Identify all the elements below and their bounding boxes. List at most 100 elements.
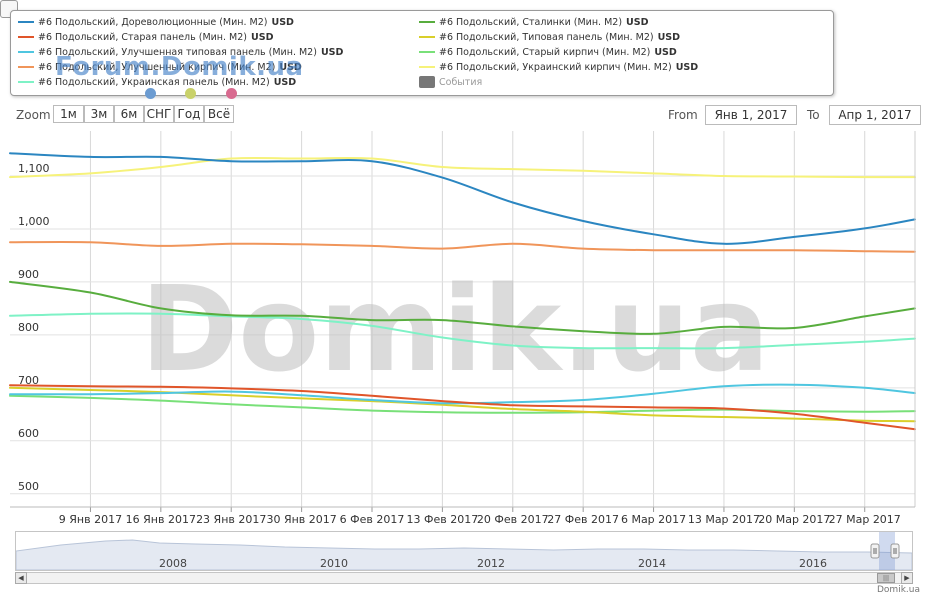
forum-watermark: Forum.Domik.ua [55, 52, 304, 82]
from-date-input[interactable]: Янв 1, 2017 [705, 105, 797, 125]
x-tick-label: 16 Янв 2017 [126, 513, 196, 526]
legend-item[interactable]: #6 Подольский, Украинский кирпич (Мин. М… [419, 60, 698, 74]
legend-unit: USD [251, 31, 274, 43]
x-tick-label: 9 Янв 2017 [59, 513, 122, 526]
x-tick-label: 13 Фев 2017 [407, 513, 479, 526]
x-tick-label: 20 Фев 2017 [477, 513, 549, 526]
scroll-left-arrow[interactable]: ◀ [15, 572, 27, 584]
navigator-area: 2008 2010 2012 2014 2016 [15, 532, 913, 571]
zoom-button[interactable]: 1м [53, 105, 84, 123]
legend-item-events[interactable]: События [419, 75, 482, 89]
navigator-series [15, 539, 913, 571]
legend-item[interactable]: #6 Подольский, Старая панель (Мин. М2) US… [18, 30, 273, 44]
y-tick-label: 1,000 [18, 215, 50, 228]
navigator-year-label: 2012 [477, 557, 505, 570]
watermark-dot-pink [226, 88, 237, 99]
legend-swatch [18, 66, 34, 68]
y-axis-ticks: 500 600 700 800 900 1,000 1,100 [18, 162, 50, 493]
scrollbar-thumb[interactable]: ||| [877, 573, 895, 583]
legend-item[interactable]: #6 Подольский, Типовая панель (Мин. М2) U… [419, 30, 680, 44]
navigator-handles[interactable] [870, 543, 900, 559]
y-tick-label: 500 [18, 480, 39, 493]
x-tick-label: 20 Мар 2017 [758, 513, 830, 526]
x-tick-label: 27 Фев 2017 [547, 513, 619, 526]
legend-swatch [18, 81, 34, 83]
legend-unit: USD [657, 31, 681, 43]
legend-swatch [18, 21, 34, 23]
zoom-button[interactable]: Всё [204, 105, 234, 123]
legend-item[interactable]: #6 Подольский, Украинская панель (Мин. М… [18, 75, 296, 89]
legend-item[interactable]: #6 Подольский, Старый кирпич (Мин. М2) US… [419, 45, 677, 59]
legend-label: #6 Подольский, Украинская панель (Мин. М… [38, 76, 270, 88]
legend-label: #6 Подольский, Сталинки (Мин. М2) [439, 16, 623, 28]
legend-item[interactable]: #6 Подольский, Дореволюционные (Мин. М2)… [18, 15, 294, 29]
series-line[interactable] [9, 280, 916, 335]
navigator-year-label: 2008 [159, 557, 187, 570]
legend-unit: USD [320, 46, 344, 58]
legend-label: #6 Подольский, Старая панель (Мин. М2) [38, 31, 248, 43]
chart-grid [10, 131, 915, 507]
legend-swatch [419, 66, 435, 68]
zoom-button[interactable]: 3м [84, 105, 114, 123]
x-tick-label: 27 Мар 2017 [829, 513, 901, 526]
y-tick-label: 600 [18, 427, 39, 440]
series-line[interactable] [9, 152, 916, 245]
watermark-dot-blue [145, 88, 156, 99]
x-tick-label: 6 Мар 2017 [621, 513, 686, 526]
x-tick-label: 13 Мар 2017 [688, 513, 760, 526]
legend-swatch [419, 36, 435, 38]
watermark-dot-yellow [185, 88, 196, 99]
legend-label: #6 Подольский, Украинский кирпич (Мин. М… [439, 61, 672, 73]
x-axis-ticks: 9 Янв 2017 16 Янв 2017 23 Янв 2017 30 Янв 2… [59, 507, 901, 526]
legend-swatch [18, 36, 34, 38]
navigator-frame[interactable] [15, 531, 913, 571]
y-tick-label: 900 [18, 268, 39, 281]
legend-label: #6 Подольский, Улучшенная типовая панель… [38, 46, 317, 58]
legend-label: #6 Подольский, Типовая панель (Мин. М2) [439, 31, 654, 43]
series-line[interactable] [9, 240, 916, 253]
to-date-input[interactable]: Апр 1, 2017 [829, 105, 921, 125]
legend-unit: USD [626, 16, 649, 28]
x-tick-label: 6 Фев 2017 [340, 513, 405, 526]
legend-unit: USD [675, 61, 699, 73]
series-lines [9, 152, 916, 431]
zoom-label: Zoom [16, 108, 51, 122]
navigator-selected-range [879, 532, 895, 570]
y-tick-label: 700 [18, 374, 39, 387]
series-line[interactable] [9, 312, 916, 350]
zoom-button[interactable]: СНГ [144, 105, 174, 123]
legend-label: События [439, 76, 483, 88]
to-label: To [807, 108, 820, 122]
series-line[interactable] [9, 394, 916, 414]
legend-label: #6 Подольский, Дореволюционные (Мин. М2) [38, 16, 268, 28]
big-watermark: Domik.ua [140, 260, 769, 398]
legend-label: #6 Подольский, Улучшенный кирпич (Мин. М… [38, 61, 276, 73]
scroll-right-arrow[interactable]: ▶ [901, 572, 913, 584]
legend-item[interactable]: #6 Подольский, Улучшенная типовая панель… [18, 45, 343, 59]
navigator-scrollbar[interactable] [15, 572, 913, 584]
legend-item[interactable]: #6 Подольский, Улучшенный кирпич (Мин. М… [18, 60, 302, 74]
legend-unit: USD [654, 46, 677, 58]
legend-unit: USD [273, 76, 297, 88]
x-tick-label: 30 Янв 2017 [266, 513, 336, 526]
navigator-year-label: 2010 [320, 557, 348, 570]
series-line[interactable] [9, 156, 916, 179]
from-label: From [668, 108, 698, 122]
x-tick-label: 23 Янв 2017 [196, 513, 266, 526]
legend-label: #6 Подольский, Старый кирпич (Мин. М2) [439, 46, 651, 58]
legend-swatch [18, 51, 34, 53]
legend-unit: USD [279, 61, 302, 73]
events-swatch [419, 76, 435, 88]
zoom-button[interactable]: 6м [114, 105, 144, 123]
legend-swatch [419, 21, 435, 23]
y-tick-label: 800 [18, 321, 39, 334]
chart-legend: #6 Подольский, Дореволюционные (Мин. М2)… [10, 10, 834, 96]
series-line[interactable] [9, 384, 916, 431]
zoom-button[interactable]: Год [174, 105, 204, 123]
navigator-year-label: 2014 [638, 557, 666, 570]
y-tick-label: 1,100 [18, 162, 50, 175]
legend-item[interactable]: #6 Подольский, Сталинки (Мин. М2) USD [419, 15, 649, 29]
credit-link[interactable]: Domik.ua [877, 585, 920, 595]
legend-swatch [419, 51, 435, 53]
